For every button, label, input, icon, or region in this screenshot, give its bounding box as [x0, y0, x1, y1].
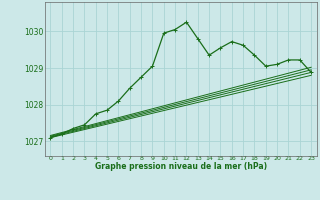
- X-axis label: Graphe pression niveau de la mer (hPa): Graphe pression niveau de la mer (hPa): [95, 162, 267, 171]
